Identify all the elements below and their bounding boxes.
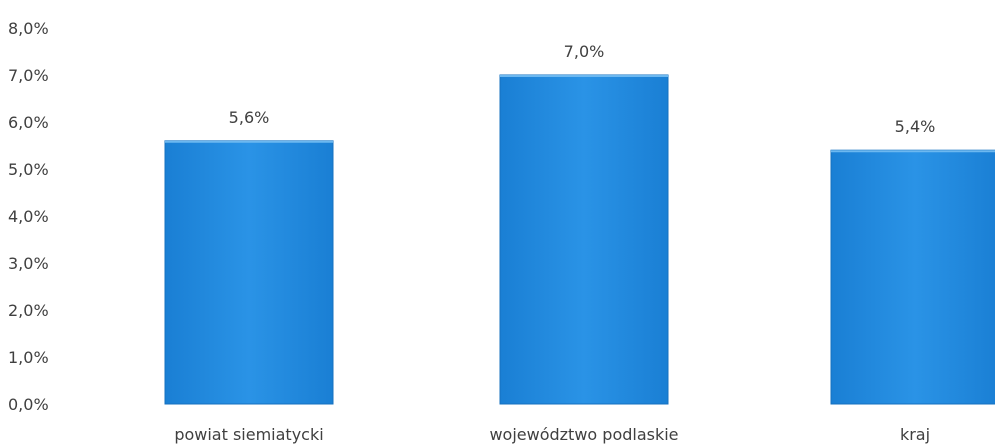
x-category-label: kraj	[900, 425, 930, 444]
y-tick-label: 6,0%	[8, 113, 49, 132]
y-tick-label: 4,0%	[8, 207, 49, 226]
y-tick-label: 5,0%	[8, 160, 49, 179]
x-axis-category-labels: powiat siemiatycki województwo podlaskie k…	[174, 425, 930, 444]
y-tick-label: 0,0%	[8, 395, 49, 414]
y-tick-label: 1,0%	[8, 348, 49, 367]
y-tick-label: 7,0%	[8, 66, 49, 85]
bar	[830, 149, 995, 405]
bars	[164, 74, 995, 405]
bar-data-label: 5,6%	[229, 108, 270, 127]
bar	[164, 140, 334, 405]
y-tick-label: 2,0%	[8, 301, 49, 320]
y-tick-label: 3,0%	[8, 254, 49, 273]
bar	[499, 74, 669, 405]
x-category-label: województwo podlaskie	[489, 425, 678, 444]
y-axis-ticks: 0,0% 1,0% 2,0% 3,0% 4,0% 5,0% 6,0% 7,0% 8,0%	[8, 19, 49, 414]
data-labels: 5,6% 7,0% 5,4%	[229, 42, 936, 136]
x-category-label: powiat siemiatycki	[174, 425, 323, 444]
y-tick-label: 8,0%	[8, 19, 49, 38]
bar-data-label: 5,4%	[895, 117, 936, 136]
bar-data-label: 7,0%	[564, 42, 605, 61]
